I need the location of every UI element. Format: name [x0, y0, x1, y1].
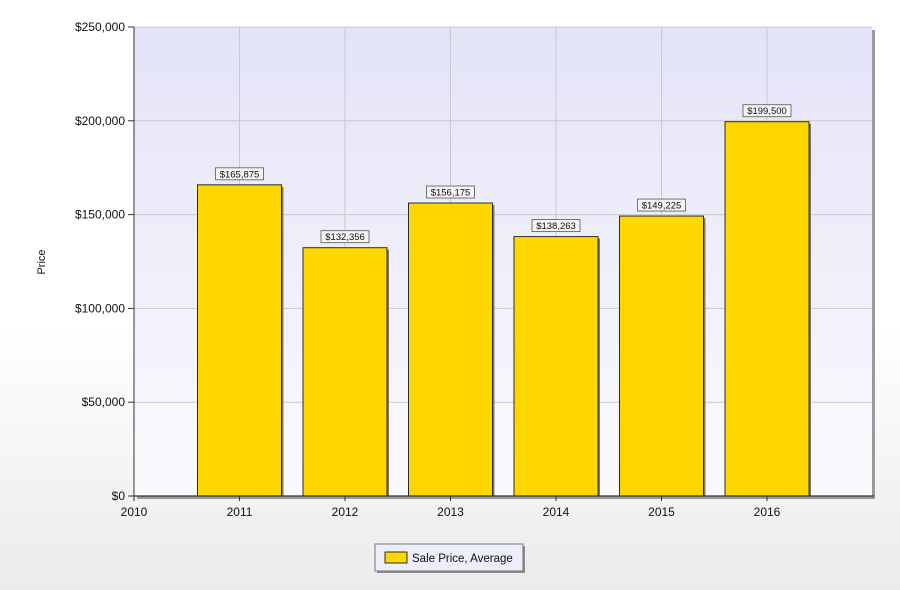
y-tick-label: $50,000 — [82, 395, 126, 409]
data-label-box — [531, 219, 581, 233]
y-axis-title: Price — [36, 249, 48, 274]
data-label: $156,175 — [431, 188, 471, 199]
data-label-box — [320, 230, 370, 244]
bar — [724, 121, 810, 497]
x-tick-label: 2013 — [437, 505, 464, 519]
data-label: $199,500 — [747, 106, 787, 117]
x-tick-label: 2014 — [543, 505, 570, 519]
x-tick-label: 2015 — [648, 505, 675, 519]
bar — [302, 247, 388, 497]
y-tick-label: $250,000 — [75, 20, 125, 34]
x-tick-label: 2016 — [754, 505, 781, 519]
y-tick-label: $150,000 — [75, 208, 125, 222]
y-tick-label: $0 — [112, 489, 126, 503]
bar — [619, 215, 704, 497]
data-label-box — [637, 198, 686, 212]
y-tick-label: $200,000 — [75, 114, 125, 128]
data-label: $149,225 — [642, 201, 682, 212]
x-tick-label: 2010 — [121, 505, 148, 519]
legend-label: Sale Price, Average — [412, 553, 513, 565]
data-label-box — [215, 167, 264, 181]
x-tick-label: 2011 — [227, 505, 253, 519]
legend-swatch — [384, 551, 408, 564]
data-label: $165,875 — [220, 169, 260, 180]
bar — [513, 236, 599, 497]
x-tick-label: 2012 — [332, 505, 359, 519]
bar — [408, 202, 493, 497]
data-label: $138,263 — [536, 221, 576, 232]
data-label-box — [742, 104, 792, 118]
data-label-box — [426, 185, 475, 199]
data-label: $132,356 — [325, 232, 365, 243]
y-tick-label: $100,000 — [75, 301, 125, 315]
bar — [197, 184, 282, 497]
